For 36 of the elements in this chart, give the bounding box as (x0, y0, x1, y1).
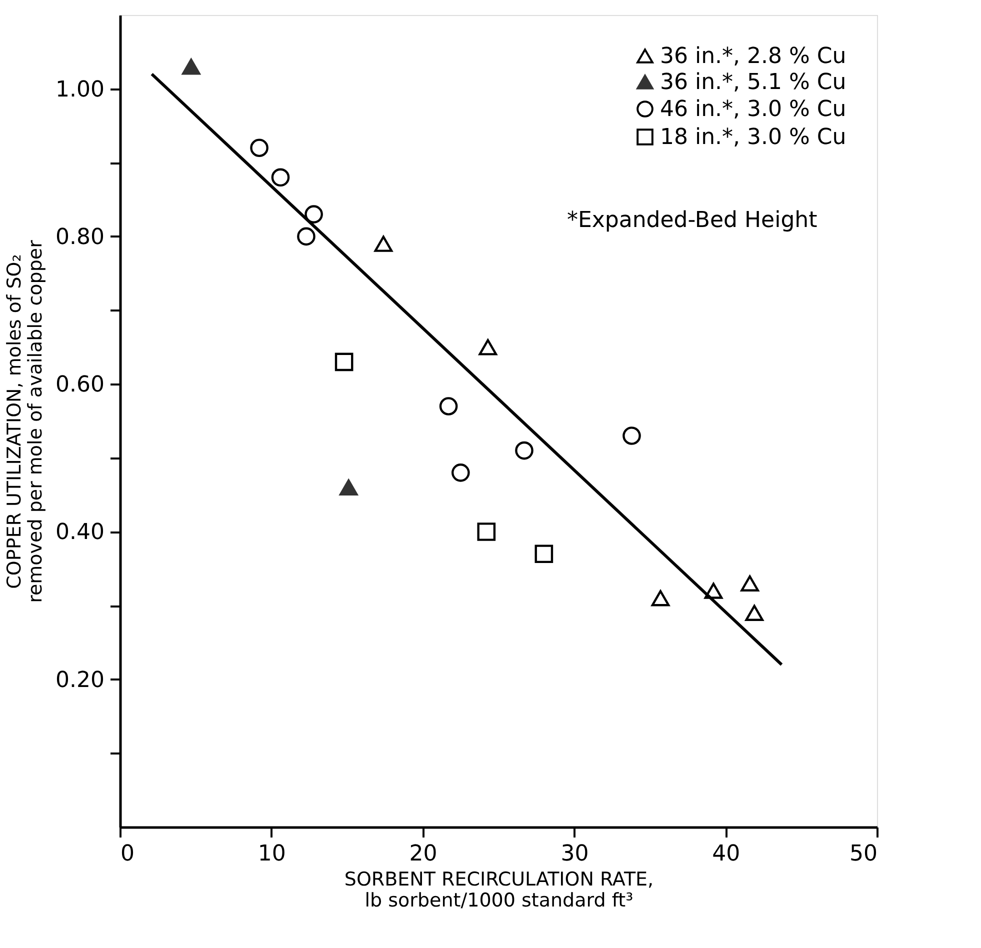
point (250, 138, 268, 158)
legend-label: 36 in.*, 2.8 % Cu (660, 44, 846, 69)
x-tick-label: 20 (409, 842, 438, 866)
y-axis-title: COPPER UTILIZATION, moles of SO₂ removed per mole of available copper (4, 240, 47, 603)
point (374, 236, 393, 252)
point (478, 339, 498, 356)
x-axis-title: SORBENT RECIRCULATION RATE, lb sorbent/1000 standard ft³ (344, 868, 654, 912)
legend-label: 36 in.*, 5.1 % Cu (660, 70, 846, 95)
annotation: *Expanded-Bed Height (567, 208, 818, 233)
x-tick-label: 0 (120, 842, 134, 866)
y-tick-label: 1.00 (56, 77, 104, 102)
point (182, 58, 200, 75)
point (651, 590, 670, 606)
x-tick-label: 50 (850, 842, 878, 866)
y-tick-label: 0.60 (56, 372, 104, 398)
point (339, 479, 358, 496)
y-tick-label: 0.20 (56, 668, 104, 693)
point (745, 604, 764, 622)
point (534, 544, 554, 564)
point (334, 352, 354, 372)
point (271, 168, 290, 187)
point (297, 227, 316, 246)
legend-label: 18 in.*, 3.0 % Cu (660, 125, 846, 150)
point (477, 522, 496, 541)
x-tick-label: 40 (712, 842, 740, 866)
y-tick-label: 0.40 (56, 520, 104, 546)
x-tick-label: 30 (560, 842, 589, 866)
point (515, 441, 534, 460)
point (451, 464, 470, 482)
y-tick-label: 0.80 (56, 224, 104, 250)
legend-label: 46 in.*, 3.0 % Cu (660, 97, 846, 122)
point (740, 575, 759, 592)
x-tick-label: 10 (258, 842, 286, 866)
point (304, 205, 323, 224)
point (622, 426, 641, 445)
point (439, 397, 458, 416)
